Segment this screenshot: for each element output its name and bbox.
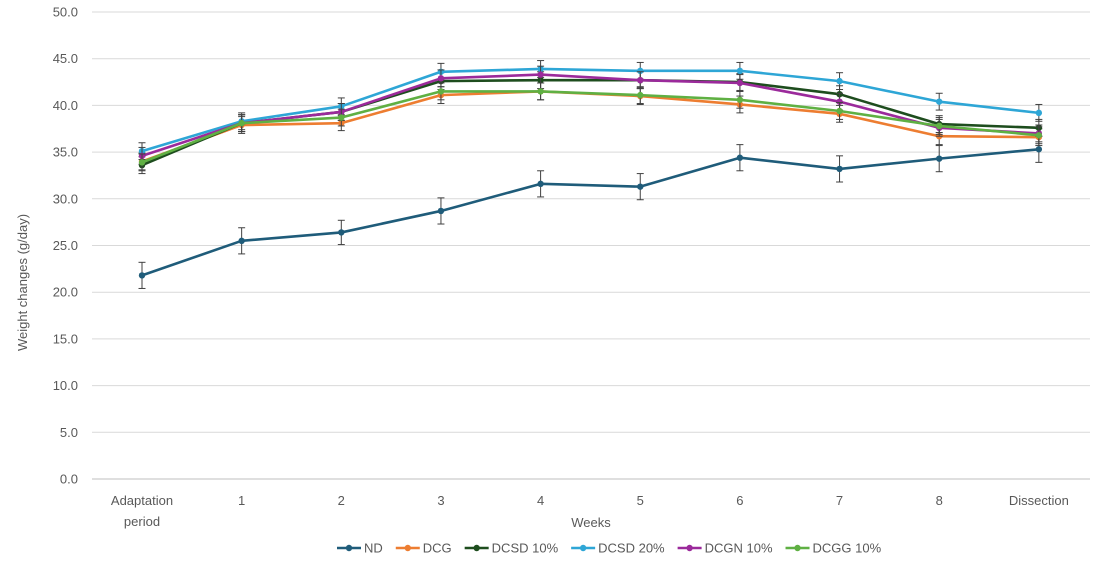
- series-dcsd-20: [138, 60, 1043, 161]
- legend-marker: [473, 544, 480, 552]
- data-point: [936, 155, 943, 162]
- data-point: [338, 229, 345, 236]
- data-point: [736, 154, 744, 161]
- data-point: [338, 114, 345, 121]
- legend-label: DCGG 10%: [813, 541, 882, 556]
- legend-label: DCSD 10%: [492, 541, 559, 556]
- y-tick-label: 0.0: [60, 472, 78, 487]
- x-tick-label: 5: [637, 493, 644, 508]
- y-tick-label: 10.0: [53, 378, 78, 393]
- x-axis-title: Weeks: [571, 515, 611, 530]
- legend-marker: [345, 544, 353, 552]
- legend-marker: [404, 544, 411, 552]
- data-point: [138, 159, 146, 166]
- data-point: [437, 75, 445, 82]
- legend-item: DCGN 10%: [677, 541, 773, 556]
- x-tick-label: 4: [537, 493, 544, 508]
- data-point: [836, 165, 843, 173]
- data-point: [736, 79, 744, 87]
- y-tick-label: 35.0: [53, 145, 78, 160]
- data-point: [1035, 109, 1043, 117]
- legend-label: DCG: [423, 541, 452, 556]
- series-layer: [138, 60, 1043, 289]
- x-tick-labels: Adaptation period 1 2 3 4 5 6 7 8 Dissection: [111, 493, 1069, 529]
- legend: ND DCG DCSD 10% DCSD 20% DCGN 10% DCGG 10%: [337, 541, 882, 556]
- data-point: [637, 183, 644, 190]
- x-tick-label: Adaptation: [111, 493, 173, 508]
- x-tick-label: 1: [238, 493, 245, 508]
- data-point: [238, 119, 245, 127]
- series-line: [141, 148, 1039, 277]
- data-point: [537, 88, 544, 95]
- legend-item: DCSD 20%: [571, 541, 665, 556]
- data-point: [537, 71, 544, 78]
- x-tick-label: 7: [836, 493, 843, 508]
- data-point: [836, 98, 843, 105]
- y-tick-label: 40.0: [53, 98, 78, 113]
- y-tick-label: 25.0: [53, 238, 78, 253]
- data-point: [437, 88, 445, 95]
- series-line: [141, 90, 1039, 164]
- data-point: [936, 122, 943, 130]
- data-point: [637, 76, 644, 84]
- data-point: [736, 67, 744, 75]
- data-point: [437, 207, 445, 215]
- y-axis-title: Weight changes (g/day): [15, 214, 30, 351]
- x-tick-label: period: [124, 514, 160, 529]
- x-tick-label: 2: [338, 493, 345, 508]
- legend-label: DCGN 10%: [705, 541, 773, 556]
- series-dcsd-10: [138, 71, 1043, 175]
- legend-marker: [579, 544, 587, 552]
- legend-label: DCSD 20%: [598, 541, 665, 556]
- y-tick-label: 50.0: [53, 5, 78, 20]
- series-line: [141, 90, 1039, 163]
- data-point: [138, 272, 146, 279]
- y-tick-label: 15.0: [53, 331, 78, 346]
- data-point: [637, 91, 644, 99]
- legend-item: ND: [337, 541, 383, 556]
- x-tick-label: 6: [736, 493, 743, 508]
- legend-item: DCSD 10%: [464, 541, 559, 556]
- data-point: [836, 107, 843, 115]
- y-tick-label: 5.0: [60, 425, 78, 440]
- data-point: [238, 237, 245, 245]
- data-point: [1035, 132, 1043, 139]
- data-point: [736, 96, 744, 103]
- legend-label: ND: [364, 541, 383, 556]
- data-point: [637, 67, 644, 75]
- data-point: [936, 98, 943, 105]
- series-dcgg-10: [138, 82, 1043, 172]
- series-line: [141, 67, 1039, 153]
- data-point: [836, 77, 843, 85]
- y-tick-labels: 0.0 5.0 10.0 15.0 20.0 25.0 30.0 35.0 40.0 45.0 50…: [53, 5, 78, 487]
- legend-marker: [686, 544, 693, 552]
- y-tick-label: 30.0: [53, 191, 78, 206]
- legend-marker: [794, 544, 801, 552]
- x-tick-label: 8: [936, 493, 943, 508]
- x-tick-label: 3: [437, 493, 444, 508]
- legend-item: DCGG 10%: [785, 541, 882, 556]
- series-line: [141, 73, 1039, 158]
- data-point: [537, 180, 544, 188]
- legend-item: DCG: [395, 541, 452, 556]
- y-tick-label: 20.0: [53, 285, 78, 300]
- y-tick-label: 45.0: [53, 51, 78, 66]
- x-tick-label: Dissection: [1009, 493, 1069, 508]
- grid-layer: [92, 11, 1090, 480]
- data-point: [1035, 146, 1043, 153]
- series-nd: [138, 135, 1043, 289]
